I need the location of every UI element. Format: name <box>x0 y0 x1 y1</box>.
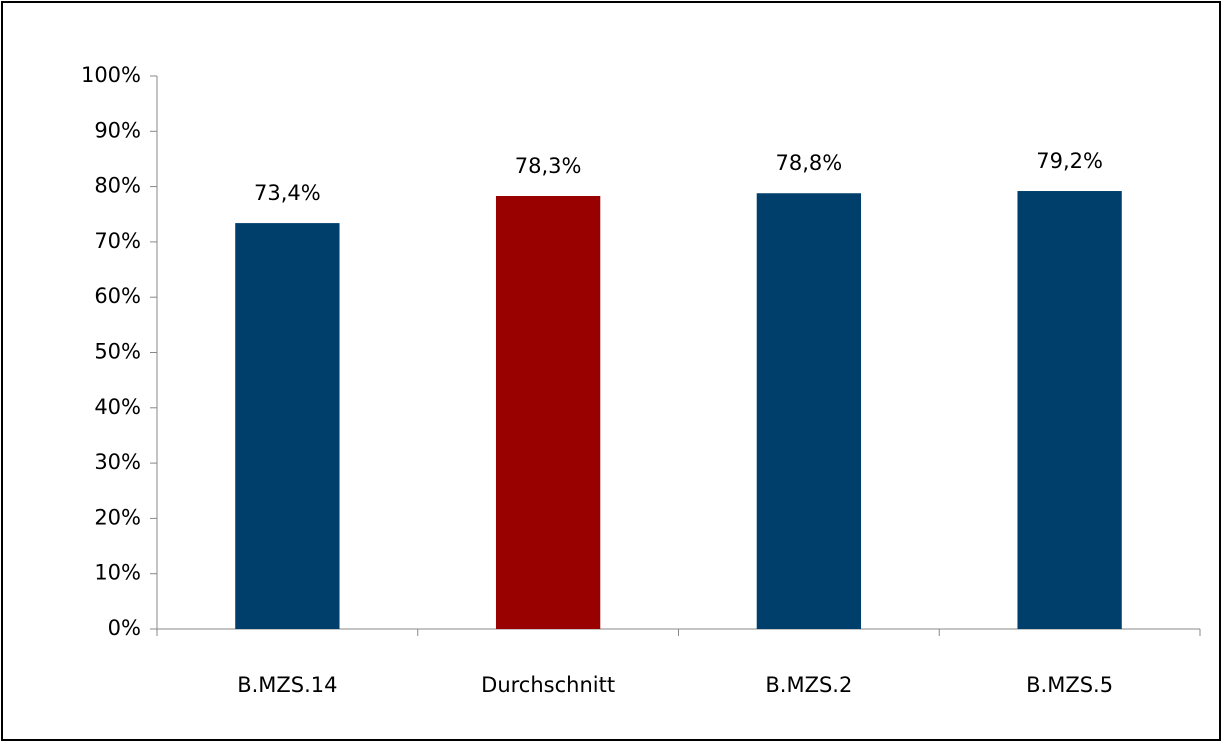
y-tick-label: 0% <box>108 616 141 640</box>
y-tick-label: 80% <box>94 174 141 198</box>
x-tick-label: B.MZS.2 <box>765 673 852 697</box>
y-tick-label: 50% <box>94 340 141 364</box>
x-tick-label: B.MZS.5 <box>1026 673 1113 697</box>
y-tick-label: 20% <box>94 505 141 529</box>
bar <box>495 196 601 629</box>
y-tick-label: 40% <box>94 395 141 419</box>
value-label: 78,3% <box>515 154 582 178</box>
value-label: 73,4% <box>254 181 321 205</box>
bar <box>1017 191 1122 630</box>
y-tick-label: 70% <box>94 229 141 253</box>
y-tick-label: 10% <box>94 561 141 585</box>
y-tick-label: 100% <box>81 63 141 87</box>
y-tick-label: 30% <box>94 450 141 474</box>
x-tick-label: Durchschnitt <box>481 673 615 697</box>
y-tick-label: 60% <box>94 284 141 308</box>
value-label: 78,8% <box>776 151 843 175</box>
bar <box>756 193 862 629</box>
x-tick-label: B.MZS.14 <box>237 673 337 697</box>
y-tick-label: 90% <box>94 118 141 142</box>
value-label: 79,2% <box>1036 149 1103 173</box>
bar <box>235 223 340 629</box>
